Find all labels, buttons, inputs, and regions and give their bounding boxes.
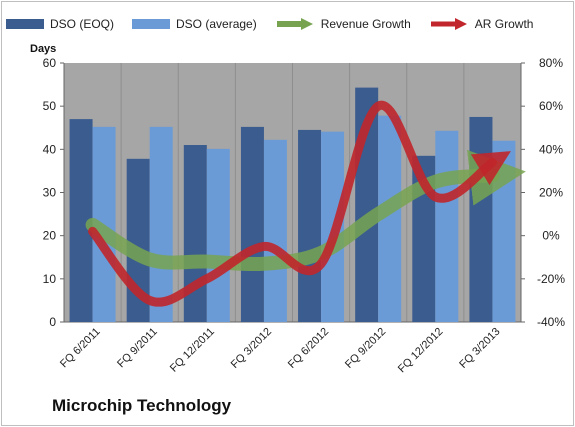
y-tick-label: 50 bbox=[43, 99, 57, 113]
x-tick-label: FQ 6/2011 bbox=[58, 326, 103, 371]
bar-dso-average bbox=[263, 139, 287, 322]
bar-dso-eoq bbox=[240, 126, 264, 323]
revenue-arrow-icon bbox=[276, 18, 313, 30]
bar-dso-average bbox=[206, 148, 230, 322]
legend-item-revenue-growth: Revenue Growth bbox=[275, 17, 411, 31]
legend-item-ar-growth: AR Growth bbox=[429, 17, 534, 31]
ar-arrow-icon bbox=[430, 18, 467, 30]
legend-label-ar-growth: AR Growth bbox=[474, 17, 534, 31]
legend-label-revenue-growth: Revenue Growth bbox=[320, 17, 411, 31]
y-axis-title: Days bbox=[30, 43, 56, 55]
y-tick-label: 10 bbox=[43, 272, 57, 286]
legend-swatch-dso-average bbox=[132, 19, 171, 29]
legend-swatch-dso-eoq bbox=[6, 19, 44, 29]
y2-tick-label: 0% bbox=[542, 229, 560, 243]
legend-label-dso-average: DSO (average) bbox=[176, 17, 257, 31]
legend: DSO (EOQ) DSO (average) Revenue Growth A… bbox=[6, 12, 551, 36]
company-name: Microchip Technology bbox=[52, 396, 232, 415]
bar-dso-average bbox=[492, 140, 516, 322]
bar-dso-average bbox=[149, 126, 173, 323]
x-tick-label: FQ 9/2011 bbox=[115, 326, 160, 371]
y2-tick-label: 20% bbox=[539, 186, 563, 200]
x-tick-label: FQ 3/2012 bbox=[229, 326, 274, 371]
y2-tick-label: 40% bbox=[539, 142, 563, 156]
bar-dso-eoq bbox=[69, 119, 93, 322]
legend-item-dso-average: DSO (average) bbox=[132, 17, 257, 31]
y2-tick-label: 80% bbox=[539, 56, 563, 70]
y-tick-label: 30 bbox=[43, 186, 57, 200]
x-tick-label: FQ 9/2012 bbox=[343, 326, 388, 371]
plot-area: 0 10 20 30 40 50 60 -40% -20% 0% 20% 40% 60% 80% FQ 6/… bbox=[43, 56, 566, 375]
y2-tick-label: -40% bbox=[537, 315, 565, 329]
y-tick-label: 20 bbox=[43, 229, 57, 243]
bar-dso-eoq bbox=[469, 116, 493, 322]
y2-tick-label: -20% bbox=[537, 272, 565, 286]
x-tick-label: FQ 6/2012 bbox=[286, 326, 331, 371]
bar-dso-average bbox=[435, 130, 459, 322]
bar-dso-eoq bbox=[298, 129, 322, 322]
x-tick-label: FQ 12/2011 bbox=[168, 326, 217, 375]
legend-label-dso-eoq: DSO (EOQ) bbox=[50, 17, 115, 31]
y-tick-label: 40 bbox=[43, 142, 57, 156]
x-tick-label: FQ 3/2013 bbox=[457, 326, 502, 371]
y-tick-label: 0 bbox=[49, 315, 56, 329]
x-tick-label: FQ 12/2012 bbox=[396, 326, 446, 376]
line-ar-growth bbox=[88, 100, 511, 307]
legend-item-dso-eoq: DSO (EOQ) bbox=[6, 17, 114, 31]
y2-tick-label: 60% bbox=[539, 99, 563, 113]
bar-dso-average bbox=[378, 115, 402, 322]
y-tick-label: 60 bbox=[43, 56, 57, 70]
